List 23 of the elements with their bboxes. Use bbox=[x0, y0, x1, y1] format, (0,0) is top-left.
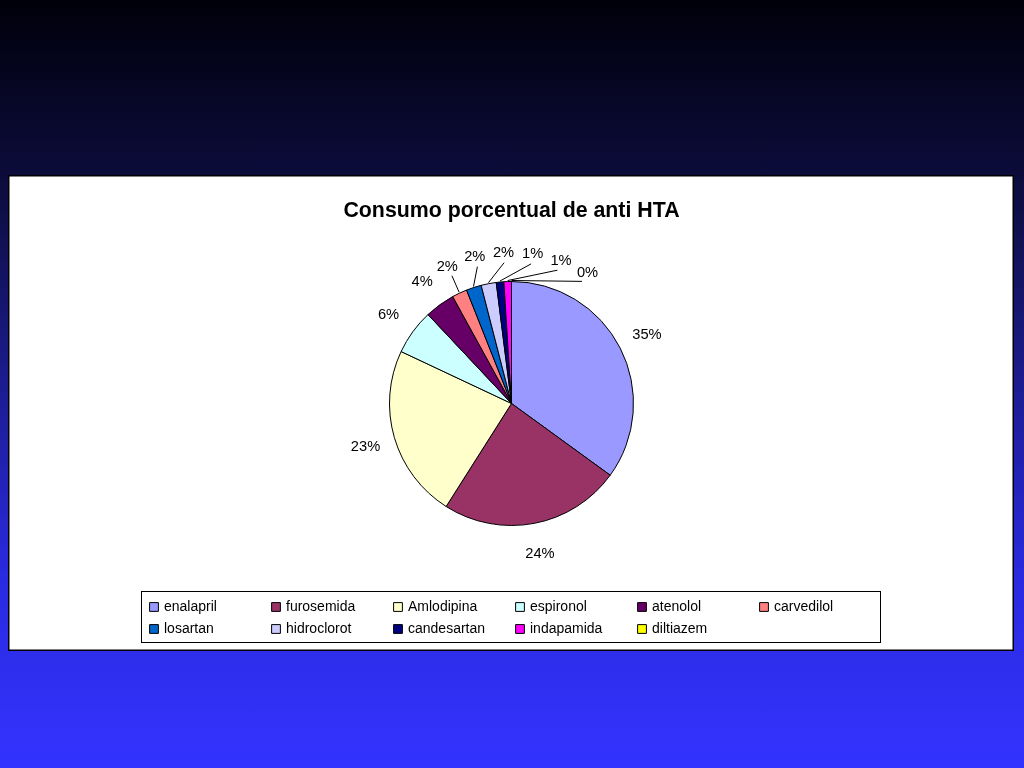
legend-label: espironol bbox=[530, 598, 588, 614]
legend-label: furosemida bbox=[286, 598, 357, 614]
legend-label: indapamida bbox=[530, 620, 604, 636]
data-label: 35% bbox=[632, 326, 662, 343]
legend-label: diltiazem bbox=[652, 620, 709, 636]
data-label: 1% bbox=[522, 244, 544, 261]
data-label: 23% bbox=[350, 437, 381, 454]
legend-label: losartan bbox=[164, 620, 215, 636]
legend-label: atenolol bbox=[652, 598, 703, 614]
chart-title: Consumo porcentual de anti HTA bbox=[343, 197, 680, 222]
data-label: 4% bbox=[411, 272, 433, 289]
data-label: 24% bbox=[525, 544, 555, 561]
data-label: 2% bbox=[436, 257, 458, 274]
data-label: 1% bbox=[550, 251, 572, 268]
legend-label: enalapril bbox=[164, 598, 218, 614]
data-label: 2% bbox=[464, 248, 486, 265]
legend-label: hidroclorot bbox=[286, 620, 353, 636]
legend-label: candesartan bbox=[408, 620, 487, 636]
legend-label: carvedilol bbox=[774, 598, 835, 614]
text: 0% bbox=[576, 263, 599, 280]
data-label: 6% bbox=[377, 306, 400, 323]
data-label: 2% bbox=[492, 243, 515, 260]
legend-label: Amlodipina bbox=[408, 598, 479, 614]
